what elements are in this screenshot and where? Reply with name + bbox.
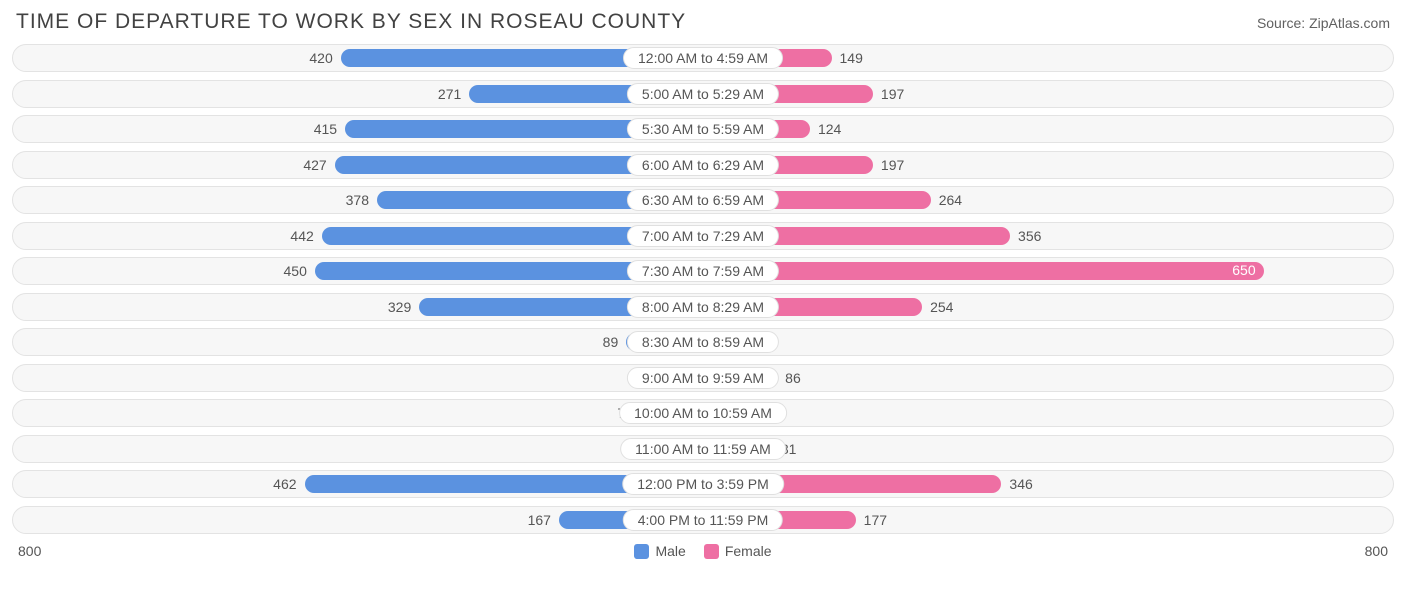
category-label: 6:30 AM to 6:59 AM (627, 189, 779, 211)
female-value: 356 (1018, 228, 1041, 244)
category-label: 12:00 AM to 4:59 AM (623, 47, 783, 69)
male-half: 415 (13, 116, 703, 142)
chart-row: 725810:00 AM to 10:59 AM (12, 399, 1394, 427)
male-value: 420 (309, 50, 332, 66)
chart-source: Source: ZipAtlas.com (1257, 15, 1390, 31)
category-label: 7:00 AM to 7:29 AM (627, 225, 779, 247)
legend: Male Female (634, 543, 771, 559)
female-value: 254 (930, 299, 953, 315)
chart-row: 329 254 8:00 AM to 8:29 AM (12, 293, 1394, 321)
chart-row: 167 177 4:00 PM to 11:59 PM (12, 506, 1394, 534)
male-value: 271 (438, 86, 461, 102)
chart-row: 89 538:30 AM to 8:59 AM (12, 328, 1394, 356)
chart-title: TIME OF DEPARTURE TO WORK BY SEX IN ROSE… (16, 10, 686, 34)
male-value: 462 (273, 476, 296, 492)
category-label: 9:00 AM to 9:59 AM (627, 367, 779, 389)
female-half: 86 (703, 365, 1393, 391)
female-half: 58 (703, 400, 1393, 426)
chart-row: 442 356 7:00 AM to 7:29 AM (12, 222, 1394, 250)
legend-female-swatch (704, 544, 719, 559)
female-half: 264 (703, 187, 1393, 213)
male-value: 427 (303, 157, 326, 173)
female-value: 86 (785, 370, 801, 386)
chart-row: 462 346 12:00 PM to 3:59 PM (12, 470, 1394, 498)
diverging-bar-chart: 420 149 12:00 AM to 4:59 AM 271 197 5:00 AM t… (12, 44, 1394, 534)
female-half: 53 (703, 329, 1393, 355)
male-half: 442 (13, 223, 703, 249)
male-half: 450 (13, 258, 703, 284)
category-label: 8:30 AM to 8:59 AM (627, 331, 779, 353)
male-half: 72 (13, 400, 703, 426)
female-value: 149 (840, 50, 863, 66)
legend-male: Male (634, 543, 685, 559)
male-value: 329 (388, 299, 411, 315)
category-label: 7:30 AM to 7:59 AM (627, 260, 779, 282)
female-half: 124 (703, 116, 1393, 142)
legend-female: Female (704, 543, 772, 559)
chart-row: 33 86 9:00 AM to 9:59 AM (12, 364, 1394, 392)
female-value: 650 (1232, 262, 1255, 278)
category-label: 6:00 AM to 6:29 AM (627, 154, 779, 176)
category-label: 4:00 PM to 11:59 PM (623, 509, 783, 531)
chart-row: 427 197 6:00 AM to 6:29 AM (12, 151, 1394, 179)
category-label: 11:00 AM to 11:59 AM (620, 438, 786, 460)
chart-row: 450 650 7:30 AM to 7:59 AM (12, 257, 1394, 285)
chart-row: 420 149 12:00 AM to 4:59 AM (12, 44, 1394, 72)
chart-header: TIME OF DEPARTURE TO WORK BY SEX IN ROSE… (12, 10, 1394, 34)
female-half: 356 (703, 223, 1393, 249)
chart-row: 378 264 6:30 AM to 6:59 AM (12, 186, 1394, 214)
male-value: 415 (314, 121, 337, 137)
male-half: 167 (13, 507, 703, 533)
female-half: 177 (703, 507, 1393, 533)
female-value: 197 (881, 157, 904, 173)
chart-footer: 800 Male Female 800 (12, 541, 1394, 559)
female-half: 197 (703, 81, 1393, 107)
female-half: 149 (703, 45, 1393, 71)
male-value: 442 (290, 228, 313, 244)
male-half: 271 (13, 81, 703, 107)
male-half: 427 (13, 152, 703, 178)
axis-max-left: 800 (18, 543, 41, 559)
female-half: 346 (703, 471, 1393, 497)
male-half: 33 (13, 365, 703, 391)
category-label: 5:30 AM to 5:59 AM (627, 118, 779, 140)
chart-row: 58111:00 AM to 11:59 AM (12, 435, 1394, 463)
category-label: 5:00 AM to 5:29 AM (627, 83, 779, 105)
male-value: 450 (284, 263, 307, 279)
chart-row: 271 197 5:00 AM to 5:29 AM (12, 80, 1394, 108)
legend-female-label: Female (725, 543, 772, 559)
category-label: 8:00 AM to 8:29 AM (627, 296, 779, 318)
male-half: 462 (13, 471, 703, 497)
female-bar: 650 (703, 262, 1264, 280)
male-half: 89 (13, 329, 703, 355)
female-value: 197 (881, 86, 904, 102)
female-value: 264 (939, 192, 962, 208)
female-value: 346 (1009, 476, 1032, 492)
axis-max-right: 800 (1365, 543, 1388, 559)
female-half: 254 (703, 294, 1393, 320)
male-half: 378 (13, 187, 703, 213)
male-half: 5 (13, 436, 703, 462)
female-half: 81 (703, 436, 1393, 462)
legend-male-label: Male (655, 543, 685, 559)
male-value: 89 (603, 334, 619, 350)
male-half: 420 (13, 45, 703, 71)
legend-male-swatch (634, 544, 649, 559)
female-value: 177 (864, 512, 887, 528)
female-half: 650 (703, 258, 1393, 284)
female-value: 124 (818, 121, 841, 137)
category-label: 12:00 PM to 3:59 PM (622, 473, 784, 495)
male-half: 329 (13, 294, 703, 320)
chart-row: 415 124 5:30 AM to 5:59 AM (12, 115, 1394, 143)
male-value: 167 (528, 512, 551, 528)
female-half: 197 (703, 152, 1393, 178)
male-value: 378 (346, 192, 369, 208)
category-label: 10:00 AM to 10:59 AM (619, 402, 787, 424)
